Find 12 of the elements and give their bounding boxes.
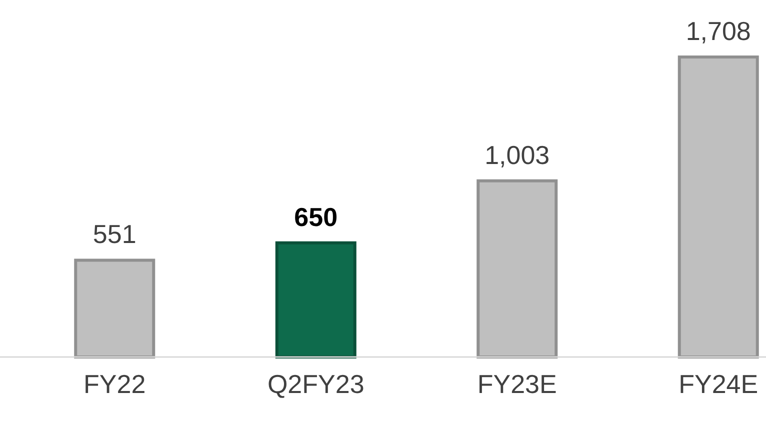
data-label: 1,708 bbox=[686, 16, 751, 46]
bar bbox=[476, 179, 558, 358]
data-label: 551 bbox=[92, 219, 136, 250]
x-tick-label: Q2FY23 bbox=[267, 369, 364, 399]
data-label: 1,003 bbox=[484, 140, 550, 170]
bar bbox=[74, 258, 156, 358]
x-tick-label: FY22 bbox=[84, 369, 146, 399]
bar bbox=[678, 56, 759, 358]
data-label: 650 bbox=[294, 202, 338, 232]
x-tick-label: FY24E bbox=[678, 369, 758, 399]
x-tick-label: FY23E bbox=[477, 369, 557, 399]
bar bbox=[275, 241, 356, 358]
